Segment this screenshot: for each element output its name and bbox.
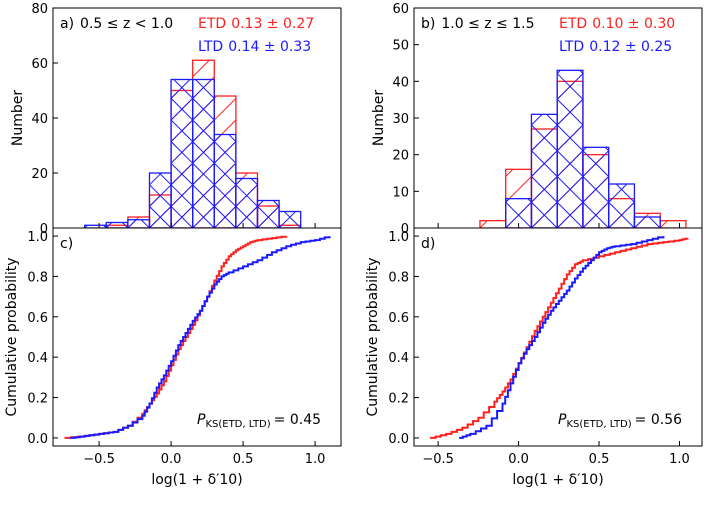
histogram-bar-etd — [105, 224, 129, 228]
cdf-line-ltd — [459, 236, 665, 439]
panel-d-ytick-label: 0.8 — [388, 270, 409, 285]
histogram-bar-ltd — [633, 216, 661, 228]
cdf-line-etd — [430, 237, 689, 439]
panel-a-etd-legend: ETD 0.13 ± 0.27 — [198, 16, 314, 32]
histogram-bar-ltd — [530, 113, 558, 228]
panel-c-ytick-label: 0.0 — [27, 432, 48, 447]
panel-c-xtick-label: 0.5 — [233, 452, 254, 467]
panel-b-label: b) 1.0 ≤ z ≤ 1.5 — [421, 16, 535, 32]
panel-d-ytick-label: 1.0 — [388, 230, 409, 245]
panel-d-ytick-label: 0.0 — [388, 432, 409, 447]
histogram-bar-etd — [127, 216, 151, 228]
panel-c-xlabel: log(1 + δ′10) — [151, 472, 242, 488]
panel-d-xtick-label: 0.0 — [508, 452, 529, 467]
panel-d-ytick-label: 0.2 — [388, 392, 409, 407]
histogram-bar-etd — [235, 172, 259, 228]
histogram-bar-etd — [582, 154, 610, 228]
panel-d-ylabel: Cumulative probability — [365, 257, 381, 416]
panel-d-label: d) — [421, 236, 435, 252]
panel-b-ytick-label: 20 — [392, 149, 409, 164]
panel-c-ytick-label: 0.2 — [27, 392, 48, 407]
histogram-bar-ltd — [582, 146, 610, 228]
histogram-bar-ltd — [608, 183, 636, 228]
panel-d-frame — [413, 227, 703, 447]
panel-b-ltd-legend: LTD 0.12 ± 0.25 — [559, 39, 672, 55]
panel-c-ks-annotation: PKS(ETD, LTD) = 0.45 — [197, 412, 321, 430]
panel-c-xtick-label: −0.5 — [83, 452, 115, 467]
histogram-bar-ltd — [213, 133, 237, 228]
panel-b-ytick-label: 40 — [392, 75, 409, 90]
histogram-bar-ltd — [84, 224, 107, 228]
panel-c-label: c) — [60, 236, 73, 252]
panel-c-ytick-label: 1.0 — [27, 230, 48, 245]
panel-a-ltd-legend: LTD 0.14 ± 0.33 — [198, 39, 311, 55]
histogram-bar-ltd — [148, 172, 172, 228]
panel-c-xtick-label: 1.0 — [305, 452, 326, 467]
cdf-line-ltd — [70, 236, 331, 439]
panel-a-ylabel: Number — [10, 90, 26, 146]
panel-d-ytick-label: 0.6 — [388, 311, 409, 326]
panel-b: 0 10 20 30 40 50 60 Number b) 1.0 ≤ z ≤ 1.5 ETD… — [371, 2, 703, 237]
panel-a-label: a) 0.5 ≤ z < 1.0 — [60, 16, 173, 32]
panel-b-ytick-label: 30 — [392, 112, 409, 127]
panel-b-etd-legend: ETD 0.10 ± 0.30 — [559, 16, 675, 32]
panel-d-xtick-label: −0.5 — [422, 452, 454, 467]
panel-b-ylabel: Number — [371, 90, 387, 146]
panel-c-ylabel: Cumulative probability — [4, 257, 20, 416]
panel-d-xtick-label: 0.5 — [589, 452, 610, 467]
panel-d-ytick-label: 0.4 — [388, 351, 409, 366]
panel-c-ytick-label: 0.6 — [27, 311, 48, 326]
panel-d: −0.5 0.0 0.5 1.0 0.0 0.2 0.4 0.6 0.8 1.0 Cumulati… — [365, 227, 703, 488]
panel-a: 0 20 40 60 80 Number a) 0.5 ≤ z < 1.0 ETD 0.13… — [10, 2, 342, 237]
panel-c: −0.5 0.0 0.5 1.0 0.0 0.2 0.4 0.6 0.8 1.0 Cumulati… — [4, 227, 342, 488]
panel-a-ytick-label: 40 — [31, 112, 48, 127]
histogram-bar-ltd — [235, 177, 259, 228]
panel-d-xlabel: log(1 + δ′10) — [512, 472, 603, 488]
histogram-bar-ltd — [170, 78, 194, 228]
panel-b-ytick-label: 60 — [392, 2, 409, 17]
histogram-bar-ltd — [278, 210, 302, 228]
panel-b-ytick-label: 50 — [392, 39, 409, 54]
panel-a-ytick-label: 0 — [40, 222, 48, 237]
histogram-bar-etd — [256, 205, 280, 228]
panel-b-ytick-label: 10 — [392, 185, 409, 200]
histogram-bar-ltd — [256, 199, 280, 228]
panel-c-ytick-label: 0.4 — [27, 351, 48, 366]
cdf-line-etd — [64, 235, 288, 439]
histogram-bar-ltd — [105, 221, 129, 228]
panel-a-ytick-label: 20 — [31, 167, 48, 182]
panel-b-ytick-label: 0 — [401, 222, 409, 237]
panel-a-ytick-label: 60 — [31, 57, 48, 72]
panel-c-xtick-label: 0.0 — [161, 452, 182, 467]
panel-d-ks-annotation: PKS(ETD, LTD) = 0.56 — [558, 412, 682, 430]
panel-d-xtick-label: 1.0 — [669, 452, 690, 467]
panel-c-frame — [52, 227, 342, 447]
histogram-bar-etd — [505, 168, 533, 228]
panel-a-ytick-label: 80 — [31, 2, 48, 17]
panel-c-ytick-label: 0.8 — [27, 270, 48, 285]
histogram-bar-ltd — [127, 219, 151, 228]
histogram-bar-etd — [479, 220, 507, 228]
